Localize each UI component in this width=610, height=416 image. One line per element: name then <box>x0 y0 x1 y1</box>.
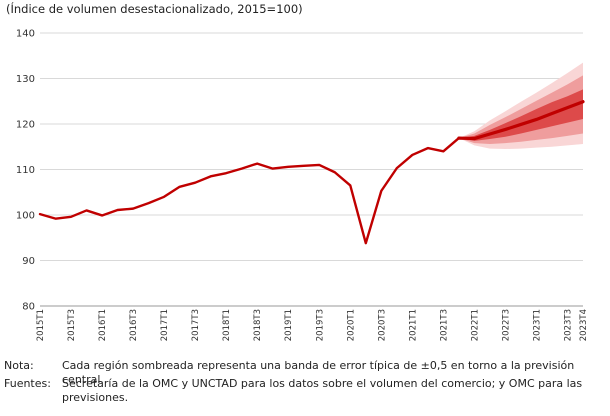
sources-text: Secretaría de la OMC y UNCTAD para los d… <box>62 377 583 404</box>
x-tick-label: 2019T3 <box>315 309 325 341</box>
y-tick-label: 110 <box>16 165 35 176</box>
x-tick-label: 2016T3 <box>129 309 139 341</box>
x-tick-label: 2015T3 <box>67 309 77 341</box>
gridlines <box>40 32 583 307</box>
sources-label: Fuentes: <box>4 377 51 390</box>
chart-subtitle: (Índice de volumen desestacionalizado, 2… <box>6 2 303 16</box>
x-tick-label: 2017T3 <box>191 309 201 341</box>
x-tick-label: 2023T3 <box>563 309 573 341</box>
x-tick-label: 2021T3 <box>439 309 449 341</box>
forecast-band-middle <box>458 75 583 145</box>
x-tick-label: 2020T1 <box>346 309 356 341</box>
x-tick-label: 2016T1 <box>98 309 108 341</box>
x-tick-label: 2020T3 <box>377 309 387 341</box>
x-tick-label: 2023T4 <box>579 309 589 341</box>
forecast-band-inner <box>458 89 583 141</box>
y-tick-labels: 80 90 100 110 120 130 140 <box>16 29 35 313</box>
chart-note: Nota: Cada región sombreada representa u… <box>4 359 610 386</box>
x-tick-label: 2018T1 <box>222 309 232 341</box>
note-text: Cada región sombreada representa una ban… <box>62 359 575 386</box>
x-tick-labels: 2015T1 2015T3 2016T1 2016T3 2017T1 2017T3 2018… <box>36 309 589 341</box>
chart-sources: Fuentes: Secretaría de la OMC y UNCTAD p… <box>4 377 610 409</box>
x-tick-label: 2017T1 <box>160 309 170 341</box>
x-tick-label: 2015T1 <box>36 309 46 341</box>
y-tick-label: 100 <box>16 211 35 222</box>
x-tick-label: 2022T3 <box>501 309 511 341</box>
x-tick-label: 2023T1 <box>532 309 542 341</box>
y-tick-label: 90 <box>22 256 35 267</box>
series-lines <box>38 100 585 245</box>
x-tick-label: 2018T3 <box>253 309 263 341</box>
forecast-line <box>457 100 585 141</box>
x-tick-label: 2019T1 <box>284 309 294 341</box>
x-tick-label: 2022T1 <box>470 309 480 341</box>
y-tick-label: 80 <box>22 302 35 313</box>
y-tick-label: 120 <box>16 120 35 131</box>
y-tick-label: 130 <box>16 74 35 85</box>
historical-line <box>38 136 461 245</box>
y-tick-label: 140 <box>16 29 35 40</box>
x-tick-label: 2021T1 <box>408 309 418 341</box>
note-label: Nota: <box>4 359 34 372</box>
forecast-bands <box>458 62 583 150</box>
